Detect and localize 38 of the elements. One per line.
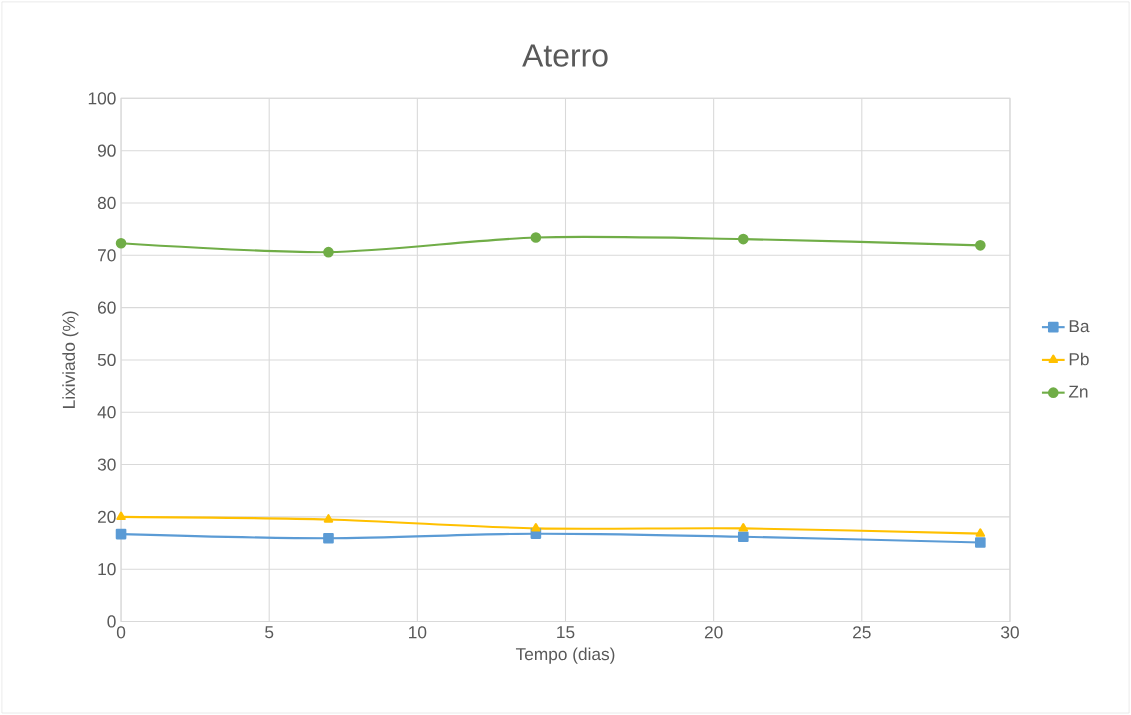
point [323, 246, 334, 258]
y-tick-label: 70 [98, 249, 116, 262]
chart-title: Aterro [522, 44, 608, 67]
point [530, 232, 542, 243]
y-tick-label: 90 [97, 144, 116, 157]
y-tick-label: 80 [97, 196, 116, 210]
y-tick-label: 60 [98, 301, 116, 314]
point [737, 531, 749, 543]
legend-label: Zn [1068, 385, 1088, 398]
x-tick-label: 25 [853, 626, 871, 639]
legend-label: Pb [1069, 352, 1089, 366]
x-tick-label: 5 [265, 626, 274, 639]
point [975, 528, 986, 537]
point [531, 523, 541, 532]
x-tick-label: 0 [116, 626, 126, 639]
point [975, 537, 986, 548]
x-tick-label: 20 [704, 626, 723, 639]
y-tick-label: 100 [88, 92, 116, 105]
y-tick-label: 0 [107, 615, 116, 628]
y-tick-label: 10 [98, 563, 116, 576]
y-tick-label: 50 [97, 353, 116, 367]
point [737, 233, 749, 245]
point [115, 237, 127, 249]
point [323, 533, 334, 544]
x-axis-title: Tempo (dias) [515, 647, 615, 664]
point [323, 514, 334, 523]
x-tick-label: 10 [409, 626, 427, 639]
point [116, 511, 126, 521]
x-tick-label: 30 [1001, 626, 1019, 639]
legend-label: Ba [1069, 320, 1090, 333]
x-tick-label: 15 [557, 626, 575, 639]
point [115, 528, 127, 540]
y-tick-label: 20 [98, 510, 116, 524]
y-tick-label: 40 [97, 406, 116, 419]
point [738, 523, 749, 532]
y-tick-label: 30 [97, 458, 116, 471]
point [975, 240, 986, 251]
y-axis-title: Lixiviado (%) [62, 311, 79, 408]
